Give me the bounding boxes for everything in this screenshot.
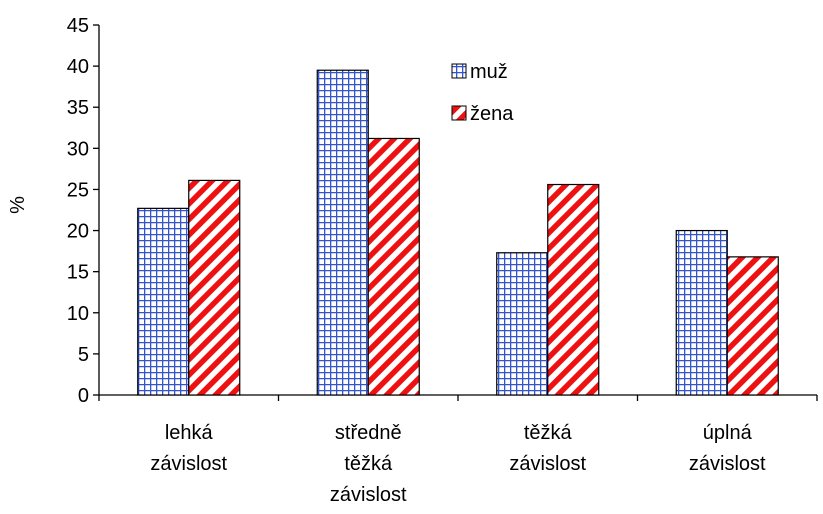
category-label: těžká závislost xyxy=(509,422,586,475)
bar-žena xyxy=(726,256,779,396)
y-tick-label: 25 xyxy=(67,179,89,201)
bar-muž xyxy=(137,207,190,396)
y-tick-label: 0 xyxy=(78,385,89,407)
bars xyxy=(137,69,779,396)
legend: muž žena xyxy=(451,61,514,125)
y-tick-label: 15 xyxy=(67,262,89,284)
legend-label: muž xyxy=(470,61,508,83)
bar-muž xyxy=(675,229,728,396)
y-tick-label: 20 xyxy=(67,221,89,243)
legend-label: žena xyxy=(470,103,514,125)
category-label-line: těžká xyxy=(344,453,393,475)
bar-muž xyxy=(316,69,369,396)
category-label-line: závislost xyxy=(330,484,407,506)
y-axis-label: % xyxy=(7,196,29,214)
category-label-line: závislost xyxy=(689,453,766,475)
y-tick-label: 35 xyxy=(67,97,89,119)
y-tick-label: 45 xyxy=(67,15,89,37)
bar-muž xyxy=(496,252,549,396)
y-tick-label: 10 xyxy=(67,303,89,325)
category-label-line: těžká xyxy=(524,422,573,444)
y-tick-label: 30 xyxy=(67,138,89,160)
category-label-line: lehká xyxy=(165,422,214,444)
category-label: lehká závislost xyxy=(150,422,227,475)
bar-žena xyxy=(547,183,600,396)
legend-swatch xyxy=(451,105,467,121)
y-tick-label: 40 xyxy=(67,56,89,78)
category-label-line: závislost xyxy=(509,453,586,475)
legend-swatch xyxy=(451,63,467,79)
category-label-line: středně xyxy=(335,422,402,444)
bar-žena xyxy=(188,179,241,396)
category-label-line: úplná xyxy=(703,422,753,444)
category-label-line: závislost xyxy=(150,453,227,475)
bar-žena xyxy=(367,137,420,396)
category-label: středně těžká závislost xyxy=(330,422,407,506)
category-label: úplná závislost xyxy=(689,422,766,475)
y-tick-label: 5 xyxy=(78,344,89,366)
